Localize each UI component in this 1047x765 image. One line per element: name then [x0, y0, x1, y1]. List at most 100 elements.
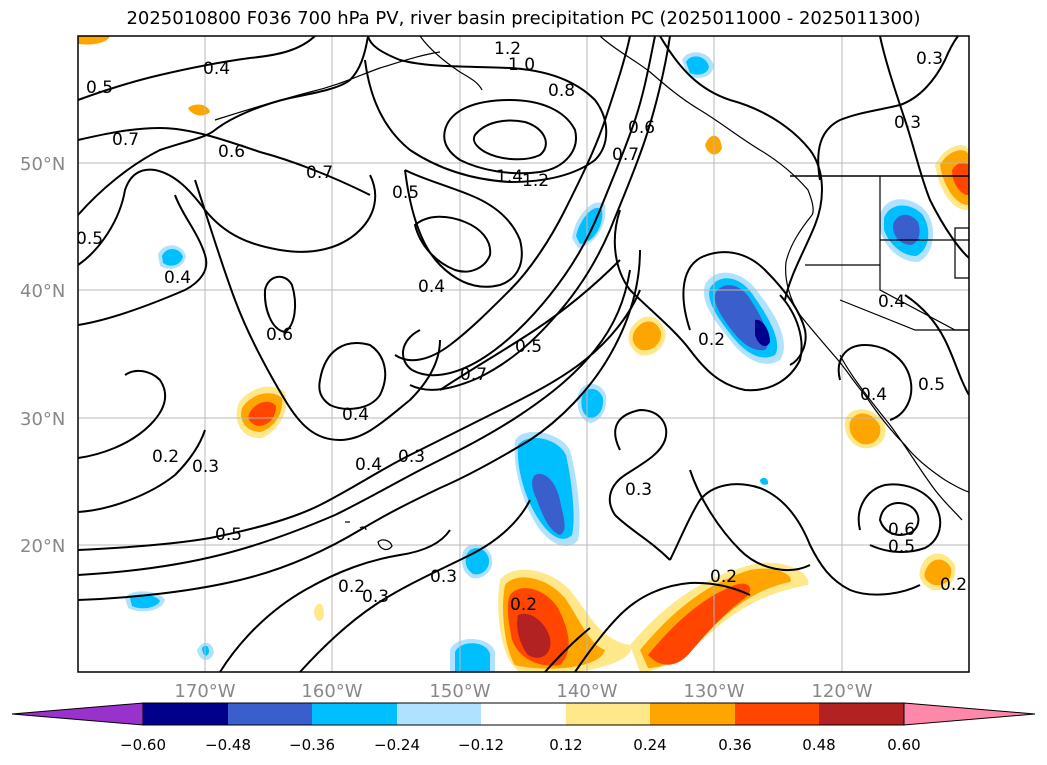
negative-precip-area	[532, 473, 565, 535]
lat-label: 50°N	[20, 154, 65, 175]
colorbar-tick: 0.36	[718, 736, 751, 754]
contour-labels: 0.4 1.2 1.0 0.3 0.5 0.8 0.7 0.6 0.3 0.7 …	[76, 39, 967, 615]
colorbar-min-extend	[11, 702, 144, 726]
contour-label: 0.6	[888, 520, 915, 540]
contour-label: 0.3	[430, 567, 457, 587]
contour-label: 0.2	[698, 330, 725, 350]
contour-line	[857, 483, 942, 553]
contour-label: 0.6	[266, 325, 293, 345]
precip-shading	[78, 36, 969, 672]
colorbar-max-extend	[903, 702, 1036, 726]
contour-line	[613, 209, 803, 392]
state-border	[839, 299, 969, 331]
contour-label: 0.4	[342, 405, 369, 425]
contour-line	[78, 429, 206, 513]
negative-precip-area	[576, 207, 603, 244]
contour-label: 0.4	[355, 455, 382, 475]
contour-line	[402, 36, 656, 377]
negative-precip-area	[760, 477, 769, 485]
contour-label: 0.2	[510, 595, 537, 615]
contour-line	[409, 36, 671, 391]
contour-line	[318, 342, 387, 410]
contour-line	[443, 98, 577, 175]
contour-line	[879, 36, 969, 259]
contour-line	[78, 194, 208, 326]
colorbar-tick: 0.24	[633, 736, 666, 754]
contour-line	[574, 581, 751, 672]
colorbar-tick: −0.60	[120, 736, 166, 754]
contour-label: 0.2	[710, 567, 737, 587]
longitude-labels: 170°W 160°W 150°W 140°W 130°W 120°W	[174, 681, 872, 702]
contour-label: 0.5	[392, 183, 419, 203]
contour-label: 0.7	[306, 163, 333, 183]
negative-precip-area	[455, 643, 490, 672]
contour-label: 0.7	[612, 145, 639, 165]
negative-precip-area	[686, 56, 709, 75]
colorbar-tick: −0.24	[374, 736, 420, 754]
contour-label: 0.3	[894, 113, 921, 133]
hawaii	[377, 539, 393, 551]
contour-label: 0.3	[398, 447, 425, 467]
contour-line	[669, 483, 921, 596]
contour-line	[817, 36, 959, 181]
contour-label: 0.3	[625, 480, 652, 500]
contour-label: 0.5	[918, 375, 945, 395]
colorbar-segment	[819, 703, 904, 725]
positive-precip-area	[314, 603, 324, 622]
negative-precip-area	[162, 248, 183, 266]
colorbar-segment	[228, 703, 312, 725]
lon-label: 140°W	[556, 681, 617, 702]
contour-label: 0.5	[76, 229, 103, 249]
contour-line	[78, 36, 316, 101]
state-border	[954, 227, 969, 279]
alaska-coast	[419, 36, 483, 91]
contour-label: 0.2	[152, 447, 179, 467]
colorbar-segment	[566, 703, 650, 725]
contour-line	[78, 249, 641, 601]
contour-line	[413, 215, 492, 273]
lat-label: 30°N	[20, 409, 65, 430]
colorbar-segment	[397, 703, 481, 725]
positive-precip-area	[924, 559, 952, 586]
colorbar: −0.60 −0.48 −0.36 −0.24 −0.12 0.12 0.24 …	[11, 702, 1036, 754]
contour-line	[364, 36, 608, 184]
contour-label: 0.7	[460, 365, 487, 385]
contour-line	[78, 269, 631, 576]
contour-label: 0.4	[164, 268, 191, 288]
contour-label: 0.4	[203, 59, 230, 79]
colorbar-tick: −0.12	[458, 736, 504, 754]
contour-line	[608, 408, 671, 561]
contour-label: 1.2	[494, 39, 521, 59]
map-title: 2025010800 F036 700 hPa PV, river basin …	[126, 8, 921, 29]
colorbar-segment	[312, 703, 397, 725]
lat-label: 20°N	[20, 536, 65, 557]
positive-precip-area	[849, 413, 881, 445]
contour-line	[78, 36, 369, 216]
contour-line	[78, 369, 167, 459]
contour-line	[689, 469, 811, 571]
contour-label: 0.3	[916, 49, 943, 69]
lat-label: 40°N	[20, 281, 65, 302]
contour-line	[837, 343, 913, 421]
contour-line	[659, 36, 823, 301]
contour-label: 1.2	[522, 171, 549, 191]
contour-line	[878, 502, 920, 536]
latitude-labels: 50°N 40°N 30°N 20°N	[20, 154, 65, 557]
positive-precip-area	[952, 162, 969, 196]
colorbar-tick: 0.48	[802, 736, 835, 754]
colorbar-segment	[143, 703, 228, 725]
contour-label: 0.5	[215, 525, 242, 545]
contour-line	[544, 627, 591, 672]
contour-line	[682, 251, 807, 366]
contour-label: 0.4	[860, 385, 887, 405]
lon-label: 160°W	[301, 681, 362, 702]
contour-line	[439, 259, 621, 391]
contour-label: 0.7	[112, 130, 139, 150]
contour-line	[904, 294, 969, 396]
lon-label: 120°W	[811, 681, 872, 702]
contour-line	[194, 179, 441, 442]
graticule	[78, 36, 969, 672]
map-frame	[77, 35, 970, 673]
contour-label: 0.2	[338, 577, 365, 597]
